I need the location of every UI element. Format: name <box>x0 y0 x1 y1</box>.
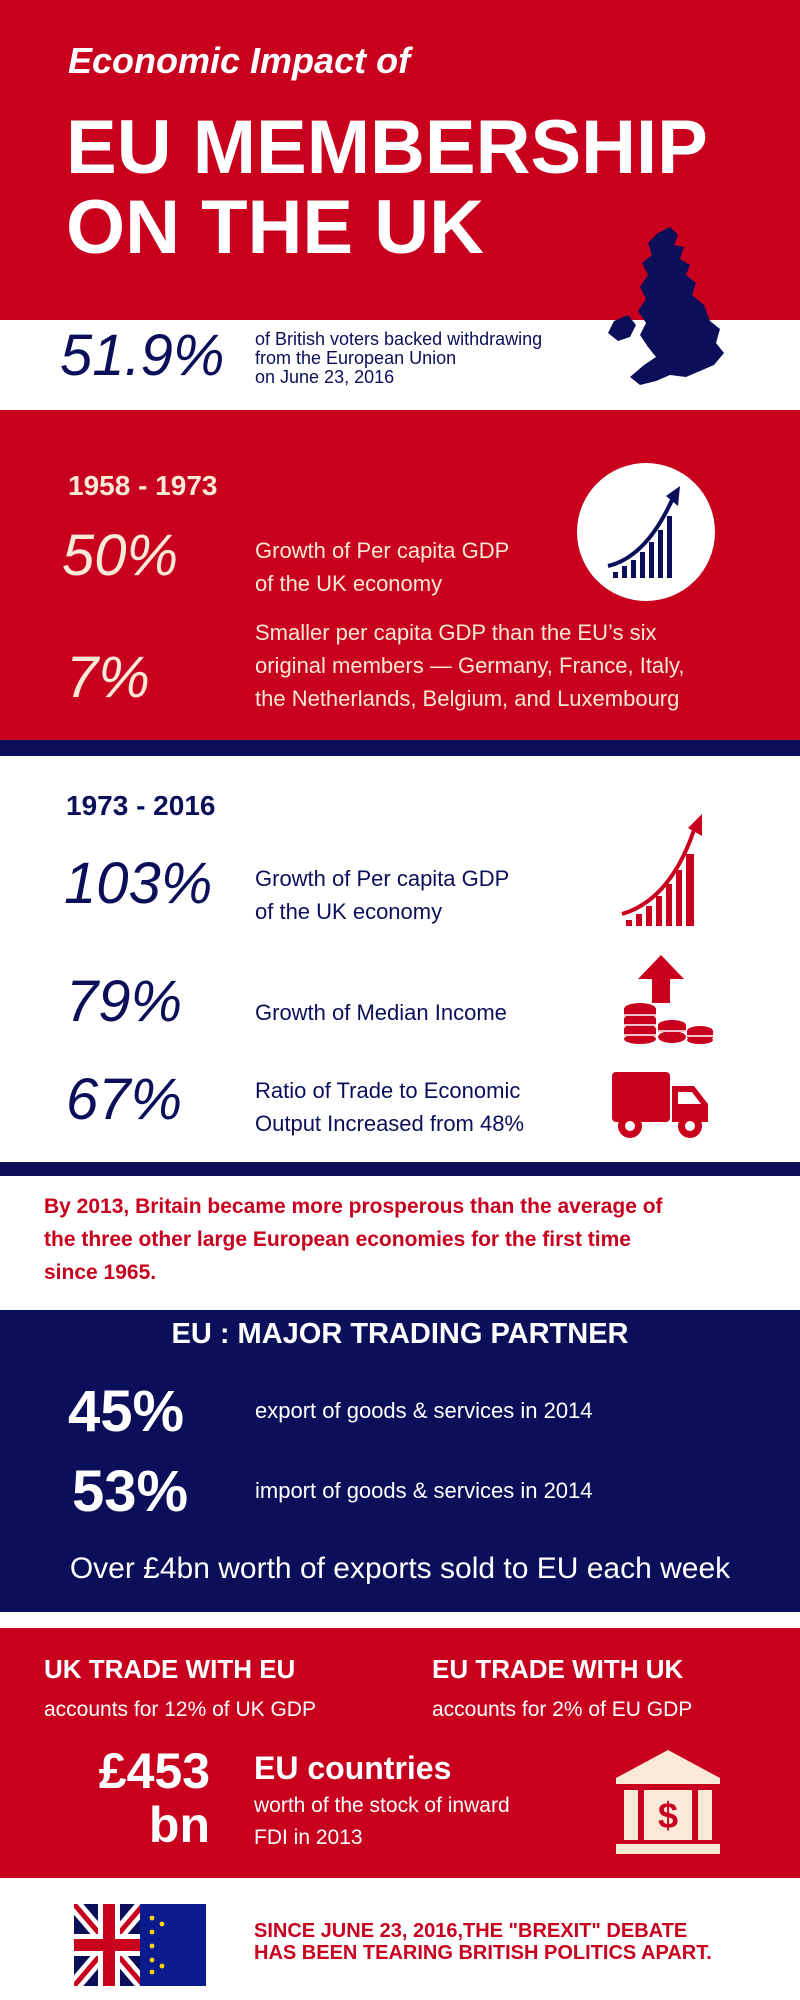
uk-map-icon <box>608 227 724 385</box>
period2-stat1-value: 103% <box>64 851 213 916</box>
trading-footer: Over £4bn worth of exports sold to EU ea… <box>69 1552 731 1585</box>
period1-stat1-line2: of the UK economy <box>255 571 443 596</box>
vote-percent: 51.9% <box>60 323 225 388</box>
divider-navy-2 <box>0 1162 800 1176</box>
uk-trade-text: accounts for 12% of UK GDP <box>44 1698 316 1721</box>
header-title-line2: ON THE UK <box>66 185 484 270</box>
period1-stat2-value: 7% <box>66 645 150 710</box>
period1-stat1-value: 50% <box>62 523 179 588</box>
coins-arrow-icon <box>624 955 713 1044</box>
footer-line1: SINCE JUNE 23, 2016,THE "BREXIT" DEBATE <box>254 1920 688 1942</box>
union-jack-flag-icon <box>74 1904 144 1986</box>
header-subtitle: Economic Impact of <box>68 40 411 81</box>
eu-trade-heading: EU TRADE WITH UK <box>432 1654 684 1684</box>
footer-text: SINCE JUNE 23, 2016,THE "BREXIT" DEBATE … <box>254 1920 712 1964</box>
period1-stat1-text: Growth of Per capita GDP of the UK econo… <box>255 534 509 600</box>
vote-text-line3: on June 23, 2016 <box>255 367 395 387</box>
period1-stat2-text: Smaller per capita GDP than the EU’s six… <box>255 616 685 715</box>
footer-line2: HAS BEEN TEARING BRITISH POLITICS APART. <box>254 1942 712 1964</box>
period2-stat1-line1: Growth of Per capita GDP <box>255 866 510 891</box>
fdi-text: worth of the stock of inward FDI in 2013 <box>254 1790 510 1854</box>
header-title-line1: EU MEMBERSHIP <box>66 105 708 190</box>
trading-stat1-text: export of goods & services in 2014 <box>255 1398 593 1423</box>
vote-text-line1: of British voters backed withdrawing <box>255 329 543 349</box>
uk-trade-heading: UK TRADE WITH EU <box>44 1654 296 1684</box>
growth-chart-icon <box>577 463 715 601</box>
eu-flag-icon <box>140 1904 206 1986</box>
growth-chart-red-icon <box>621 814 702 926</box>
bank-dollar-icon: $ <box>616 1750 720 1854</box>
period2-heading: 1973 - 2016 <box>66 790 216 821</box>
fdi-value-line1: £453 <box>98 1743 210 1799</box>
fdi-heading: EU countries <box>254 1750 452 1786</box>
delivery-truck-icon <box>612 1072 708 1138</box>
eu-trade-text: accounts for 2% of EU GDP <box>432 1698 693 1721</box>
period1-stat1-line1: Growth of Per capita GDP <box>255 538 510 563</box>
svg-text:$: $ <box>658 1795 678 1836</box>
prosperity-text: By 2013, Britain became more prosperous … <box>44 1190 764 1289</box>
divider-navy-1 <box>0 740 800 756</box>
trading-band <box>0 1310 800 1612</box>
vote-text: of British voters backed withdrawing fro… <box>255 330 542 387</box>
period2-stat3-text: Ratio of Trade to Economic Output Increa… <box>255 1074 524 1140</box>
period1-heading: 1958 - 1973 <box>68 470 218 501</box>
period2-stat3-line1: Ratio of Trade to Economic <box>255 1078 521 1103</box>
period2-stat2-value: 79% <box>66 969 183 1034</box>
period2-stat2-line1: Growth of Median Income <box>255 1000 507 1025</box>
fdi-text-line1: worth of the stock of inward <box>254 1794 510 1817</box>
fdi-value-line2: bn <box>148 1797 210 1853</box>
fdi-text-line2: FDI in 2013 <box>254 1826 363 1849</box>
trading-stat1-value: 45% <box>68 1379 185 1444</box>
period2-stat1-line2: of the UK economy <box>255 899 443 924</box>
trading-stat2-value: 53% <box>72 1459 189 1524</box>
prosperity-line1: By 2013, Britain became more prosperous … <box>44 1195 663 1218</box>
vote-text-line2: from the European Union <box>255 348 457 368</box>
period2-stat2-text: Growth of Median Income <box>255 996 507 1029</box>
period1-stat2-line1: Smaller per capita GDP than the EU’s six <box>255 620 657 645</box>
trading-heading: EU : MAJOR TRADING PARTNER <box>171 1318 629 1350</box>
trading-stat2-text: import of goods & services in 2014 <box>255 1478 593 1503</box>
prosperity-line2: the three other large European economies… <box>44 1228 631 1251</box>
period2-stat1-text: Growth of Per capita GDP of the UK econo… <box>255 862 509 928</box>
period2-stat3-line2: Output Increased from 48% <box>255 1111 525 1136</box>
fdi-value: £453 bn <box>60 1744 210 1852</box>
period2-stat3-value: 67% <box>66 1067 183 1132</box>
prosperity-line3: since 1965. <box>44 1261 157 1284</box>
period1-stat2-line3: the Netherlands, Belgium, and Luxembourg <box>255 686 680 711</box>
period1-stat2-line2: original members — Germany, France, Ital… <box>255 653 685 678</box>
